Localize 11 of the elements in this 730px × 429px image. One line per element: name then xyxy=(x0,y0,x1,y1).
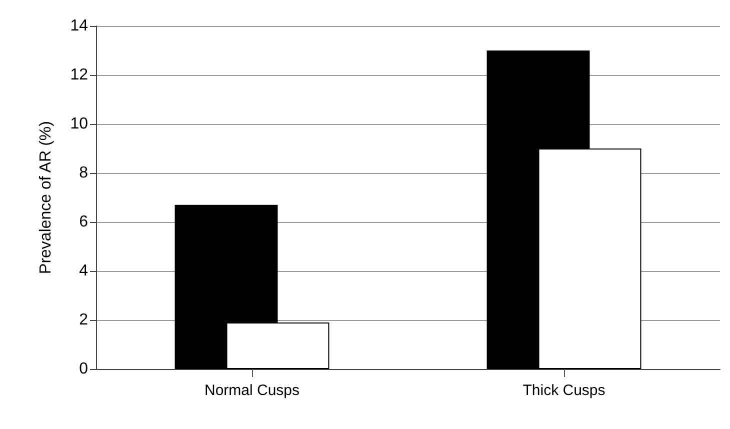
y-tick-label: 14 xyxy=(70,18,88,34)
x-tick-label: Thick Cusps xyxy=(522,382,606,399)
y-tick-label: 2 xyxy=(79,312,88,328)
y-tick-label: 12 xyxy=(70,66,88,84)
y-tick-label: 8 xyxy=(79,164,88,182)
y-tick-label: 10 xyxy=(70,116,88,132)
y-axis-title: Prevalence of AR (%) xyxy=(38,121,54,274)
y-tick-label: 4 xyxy=(79,262,88,280)
x-tick-label: Normal Cusps xyxy=(204,382,300,399)
y-tick-label: 6 xyxy=(79,214,88,230)
y-tick-label: 0 xyxy=(79,360,88,378)
